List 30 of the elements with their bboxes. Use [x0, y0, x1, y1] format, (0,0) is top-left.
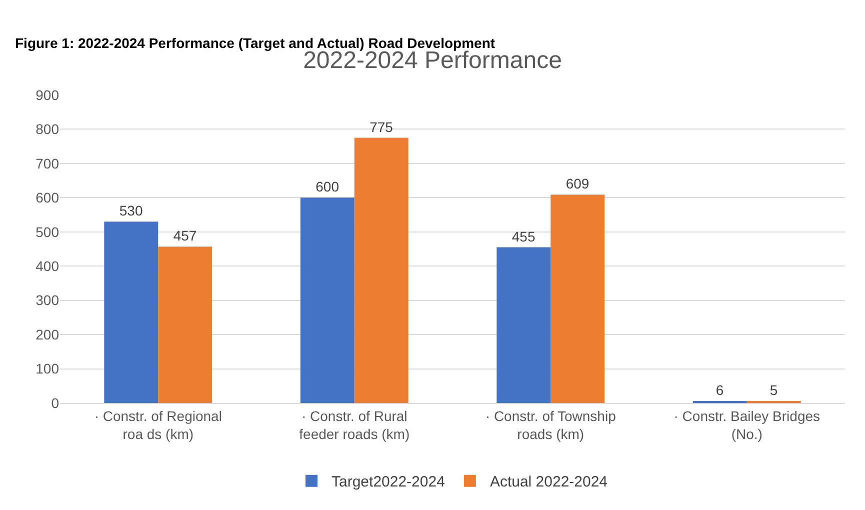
y-tick-label: 400 — [36, 258, 60, 274]
y-tick-label: 800 — [36, 121, 60, 138]
bar — [354, 138, 408, 403]
data-label: 775 — [370, 118, 394, 135]
y-tick-label: 0 — [51, 394, 60, 411]
y-tick-label: 300 — [36, 292, 60, 308]
bar — [550, 194, 605, 403]
bar — [158, 246, 212, 403]
x-tick-label: · Constr. of Rural feeder roads (km) — [299, 408, 410, 442]
bar — [104, 222, 158, 403]
legend-label: Target2022-2024 — [332, 474, 445, 491]
x-tick-label: · Constr. of Township roads (km) — [485, 408, 616, 442]
y-tick-label: 200 — [36, 326, 60, 342]
data-label: 5 — [770, 382, 778, 398]
data-label: 609 — [566, 176, 590, 192]
data-label: 455 — [512, 228, 536, 244]
y-tick-label: 900 — [36, 86, 60, 103]
legend-label: Actual 2022-2024 — [490, 474, 608, 491]
data-label: 600 — [316, 178, 340, 195]
y-tick-label: 100 — [36, 360, 60, 377]
x-tick-label: · Constr. Bailey Bridges (No.) — [674, 408, 820, 442]
data-label: 457 — [173, 228, 197, 244]
data-label: 6 — [716, 382, 724, 398]
bar — [300, 198, 354, 403]
y-tick-label: 700 — [36, 155, 60, 172]
bar — [496, 247, 551, 403]
y-tick-label: 500 — [36, 224, 60, 240]
data-label: 530 — [119, 202, 143, 219]
x-tick-label: · Constr. of Regional roa ds (km) — [94, 408, 222, 442]
y-tick-label: 600 — [36, 190, 60, 206]
